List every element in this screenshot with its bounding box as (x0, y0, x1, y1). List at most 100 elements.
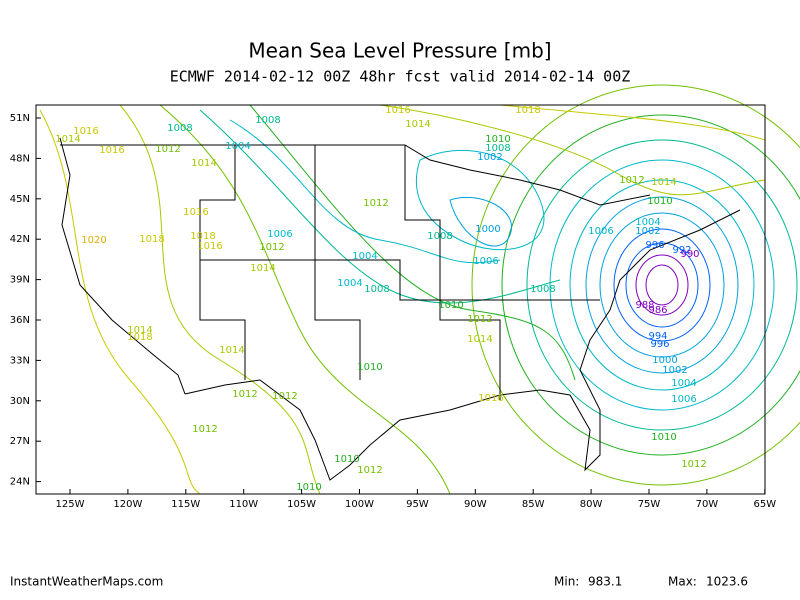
lon-label: 70W (696, 499, 719, 510)
lat-label: 39N (10, 275, 30, 286)
lat-label: 45N (10, 194, 30, 205)
lat-label: 24N (10, 477, 30, 488)
contour-label: 1016 (73, 126, 98, 137)
lat-label: 30N (10, 396, 30, 407)
contour-label: 1014 (250, 263, 275, 274)
lon-label: 90W (464, 499, 487, 510)
contour-label: 1010 (334, 454, 359, 465)
lon-label: 110W (229, 499, 258, 510)
isobar (471, 84, 800, 486)
contour-label: 1012 (272, 391, 297, 402)
isobar (449, 196, 513, 247)
contour-label: 1014 (651, 177, 676, 188)
contour-label: 1002 (662, 365, 687, 376)
contour-label: 1012 (357, 465, 382, 476)
contour-label: 1010 (296, 482, 321, 493)
lat-label: 48N (10, 153, 30, 164)
contour-label: 1004 (671, 378, 696, 389)
contour-label: 990 (680, 249, 699, 260)
isobar (645, 264, 679, 306)
contour-label: 1002 (635, 226, 660, 237)
contour-label: 1008 (427, 231, 452, 242)
isobar (39, 109, 201, 495)
max-value: 1023.6 (706, 575, 748, 589)
contour-label: 1006 (473, 256, 498, 267)
isobar (159, 104, 451, 495)
isobar (526, 139, 798, 431)
contour-label: 1008 (485, 143, 510, 154)
contour-label: 992 (672, 245, 691, 256)
isobars (39, 84, 800, 495)
contour-label: 1004 (352, 251, 377, 262)
isobar (549, 159, 775, 411)
contour-labels: 1016101410161008100810041012101410161014… (55, 105, 706, 493)
isobar (569, 179, 755, 391)
contour-label: 1014 (219, 345, 244, 356)
map-subtitle: ECMWF 2014-02-12 00Z 48hr fcst valid 201… (170, 68, 631, 86)
isobar (501, 114, 800, 456)
contour-label: 1016 (385, 105, 410, 116)
isobar (199, 109, 561, 304)
contour-label: 1016 (99, 145, 124, 156)
contour-label: 1000 (475, 224, 500, 235)
contour-label: 986 (648, 305, 667, 316)
contour-label: 1010 (438, 300, 463, 311)
contour-label: 1018 (190, 231, 215, 242)
contour-label: 1006 (671, 394, 696, 405)
lon-label: 95W (406, 499, 429, 510)
contour-label: 1012 (192, 424, 217, 435)
contour-label: 1016 (478, 393, 503, 404)
lon-label: 125W (56, 499, 85, 510)
lat-label: 51N (10, 113, 30, 124)
lon-label: 65W (753, 499, 776, 510)
contour-label: 1008 (167, 123, 192, 134)
contour-label: 1004 (225, 141, 250, 152)
isobar (229, 119, 501, 264)
lon-label: 85W (522, 499, 545, 510)
contour-label: 1012 (232, 389, 257, 400)
isobar (613, 228, 711, 342)
contour-label: 1014 (191, 158, 216, 169)
contour-label: 1004 (337, 278, 362, 289)
contour-label: 1012 (259, 242, 284, 253)
lon-label: 115W (171, 499, 200, 510)
isobar (625, 242, 699, 328)
map-title: Mean Sea Level Pressure [mb] (248, 39, 551, 63)
contour-label: 1018 (139, 234, 164, 245)
contour-label: 1018 (515, 105, 540, 116)
lat-label: 42N (10, 234, 30, 245)
contour-label: 1012 (363, 198, 388, 209)
contour-label: 1004 (635, 217, 660, 228)
contour-label: 1008 (364, 284, 389, 295)
contour-label: 1014 (127, 325, 152, 336)
lon-label: 100W (345, 499, 374, 510)
isobar (119, 104, 321, 495)
borders (59, 137, 741, 481)
contour-label: 1006 (588, 226, 613, 237)
contour-label: 1014 (467, 334, 492, 345)
contour-label: 1010 (647, 196, 672, 207)
contour-label: 1014 (55, 134, 80, 145)
lon-label: 120W (113, 499, 142, 510)
contour-label: 1010 (357, 362, 382, 373)
contour-label: 994 (648, 331, 667, 342)
contour-label: 1008 (530, 284, 555, 295)
contour-label: 1012 (681, 459, 706, 470)
lat-label: 36N (10, 315, 30, 326)
contour-label: 1016 (197, 241, 222, 252)
isobar (635, 254, 689, 316)
site-credit: InstantWeatherMaps.com (10, 575, 163, 589)
contour-label: 1010 (485, 134, 510, 145)
contour-label: 1008 (255, 115, 280, 126)
lon-label: 75W (638, 499, 661, 510)
isobar (249, 104, 576, 381)
contour-label: 1016 (183, 207, 208, 218)
contour-label: 1000 (652, 355, 677, 366)
isobar (599, 212, 725, 358)
min-label: Min: (554, 575, 579, 589)
contour-label: 1020 (81, 235, 106, 246)
isobar (415, 149, 545, 251)
isobar (585, 196, 739, 374)
contour-label: 996 (645, 240, 664, 251)
